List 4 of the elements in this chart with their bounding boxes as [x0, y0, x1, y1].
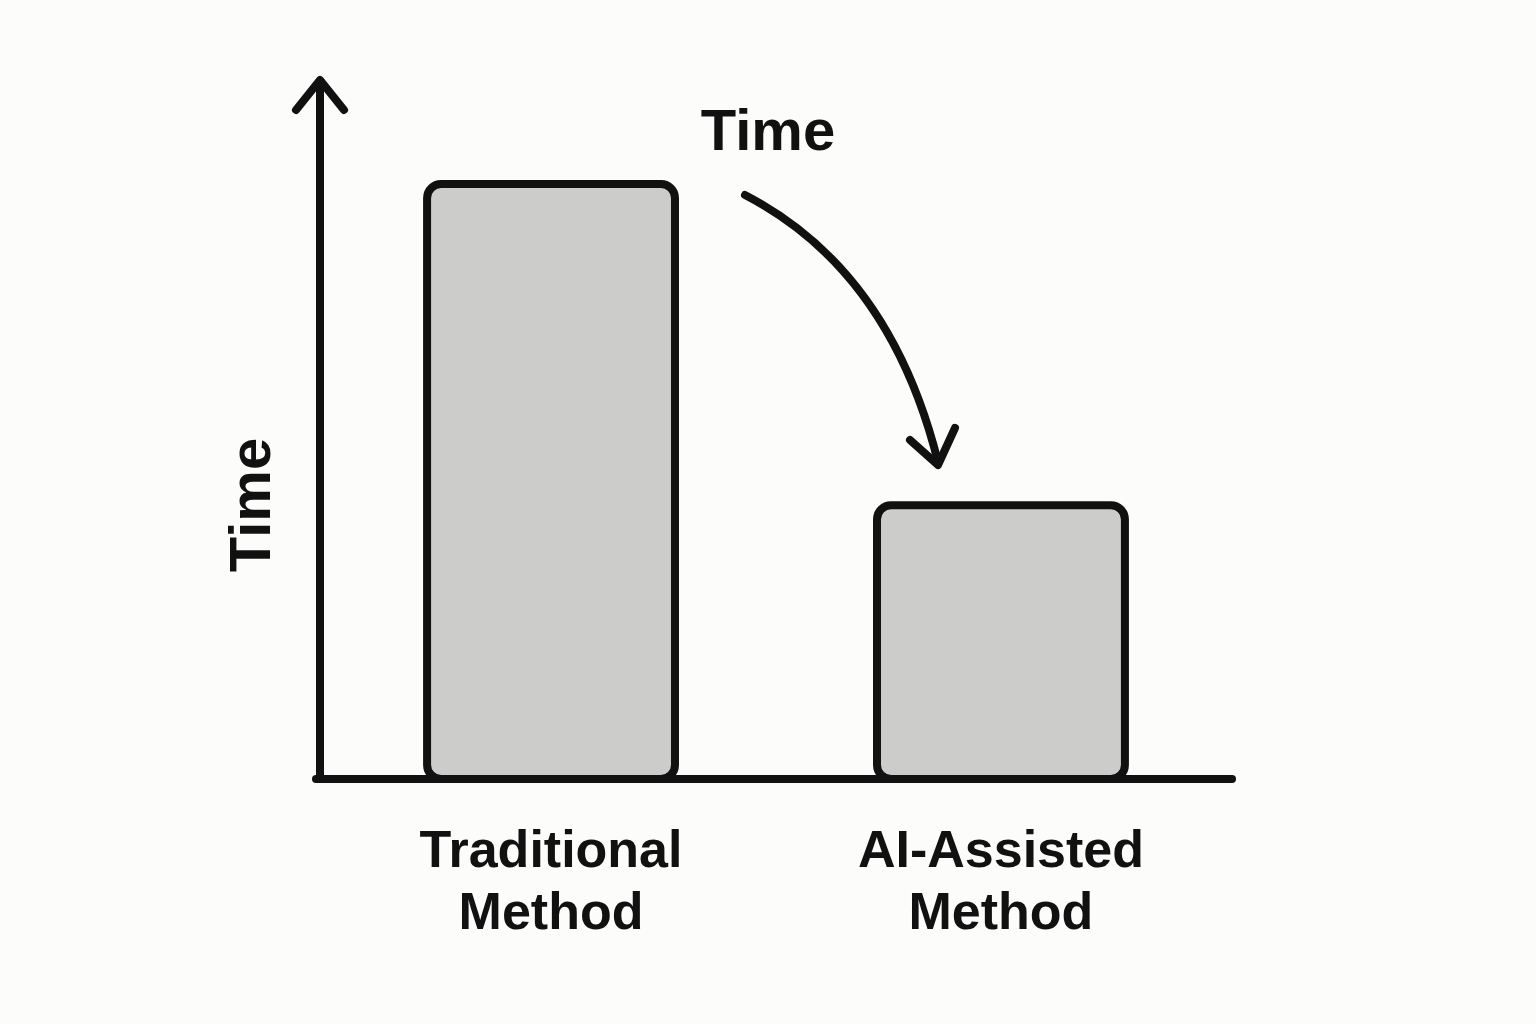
text: Time [700, 97, 836, 162]
x-tick-label: AI-Assisted Method [857, 820, 1144, 940]
y-axis-title: Time [217, 437, 282, 573]
x-tick-label: Traditional Method [419, 820, 683, 940]
